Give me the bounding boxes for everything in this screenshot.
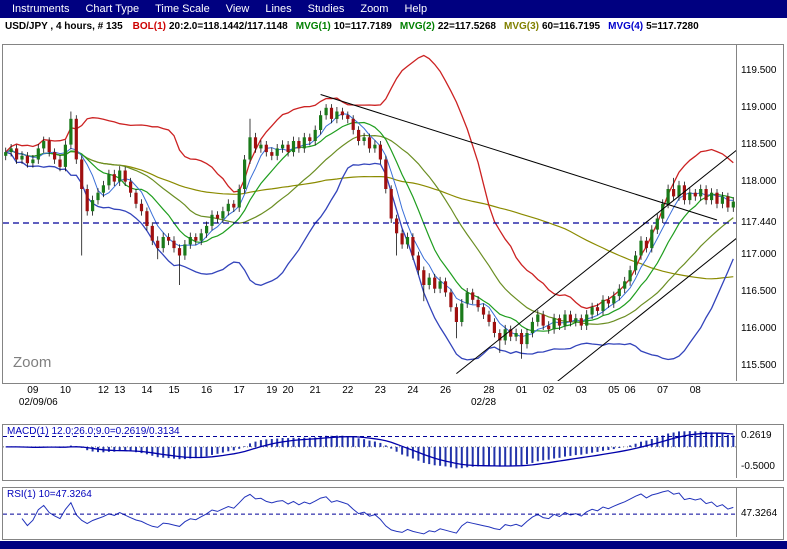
price-plot-area	[3, 45, 737, 381]
macd-y-axis: 0.2619 -0.5000	[737, 425, 783, 480]
bol-legend-label: BOL(1)	[132, 20, 166, 32]
price-y-axis-label: 115.500	[741, 360, 777, 372]
x-axis-day-label: 17	[233, 385, 245, 396]
price-y-axis-label: 117.000	[741, 249, 777, 261]
price-y-axis-label: 119.000	[741, 101, 777, 113]
x-axis-day-label: 08	[689, 385, 701, 396]
instrument-info: USD/JPY , 4 hours, # 135	[5, 20, 123, 32]
macd-y-axis-label: 0.2619	[741, 430, 772, 442]
price-y-axis-label: 118.000	[741, 175, 777, 187]
rsi-panel: 47.3264 RSI(1) 10=47.3264	[2, 487, 784, 540]
mvg2-legend-label: MVG(2)	[399, 20, 435, 32]
x-axis-day-label: 02	[543, 385, 555, 396]
price-candlestick-chart[interactable]	[3, 45, 736, 381]
x-axis-day-label: 01	[515, 385, 528, 396]
price-y-axis-label: 116.000	[741, 323, 777, 335]
menu-item-chart-type[interactable]: Chart Type	[85, 3, 140, 15]
mvg3-legend-value: 60=116.7195	[542, 20, 601, 32]
mvg1-legend-label: MVG(1)	[295, 20, 331, 32]
price-y-axis-label: 116.500	[741, 286, 777, 298]
rsi-y-axis-label: 47.3264	[741, 508, 778, 520]
menu-item-time-scale[interactable]: Time Scale	[155, 3, 210, 15]
x-axis-day-label: 14	[141, 385, 153, 396]
macd-panel: 0.2619 -0.5000 MACD(1) 12.0;26.0;9.0=0.26…	[2, 424, 784, 481]
menu-item-lines[interactable]: Lines	[265, 3, 292, 15]
chart-info-bar: USD/JPY , 4 hours, # 135 BOL(1) 20:2.0=1…	[0, 18, 787, 34]
x-axis-day-label: 15	[168, 385, 180, 396]
rsi-label: RSI(1) 10=47.3264	[7, 489, 92, 500]
rsi-chart[interactable]	[3, 488, 736, 537]
x-axis-date-label: 02/28	[471, 397, 497, 408]
rsi-plot-area	[3, 488, 737, 537]
mvg3-legend-label: MVG(3)	[504, 20, 539, 32]
x-axis-labels: 09 10 12 13 14 15 16 17 19 20 21 22 23 24 26 28 01 02 03 05…	[2, 385, 784, 397]
price-y-axis-label: 118.500	[741, 138, 777, 150]
zoom-watermark: Zoom	[13, 354, 52, 371]
x-axis-date-label: 02/09/06	[18, 397, 58, 408]
x-axis-day-label: 20	[282, 385, 294, 396]
x-axis-day-label: 06	[624, 385, 636, 396]
x-axis-day-label: 13	[114, 385, 126, 396]
price-y-axis-label: 117.440	[741, 216, 777, 228]
x-axis-day-label: 07	[657, 385, 669, 396]
menu-item-view[interactable]: View	[225, 3, 250, 15]
mvg4-legend-value: 5=117.7280	[646, 20, 699, 32]
menu-item-studies[interactable]: Studies	[307, 3, 345, 15]
x-axis-day-label: 12	[97, 385, 109, 396]
mvg2-legend-value: 22=117.5268	[437, 20, 496, 32]
macd-chart[interactable]	[3, 425, 736, 478]
x-axis-day-label: 09	[27, 385, 39, 396]
menu-item-zoom[interactable]: Zoom	[360, 3, 389, 15]
rsi-y-axis: 47.3264	[737, 488, 783, 539]
x-axis-day-label: 21	[309, 385, 321, 396]
price-chart-panel: 119.500 119.000 118.500 118.000 117.440 117.0…	[2, 44, 784, 384]
menu-item-help[interactable]: Help	[404, 3, 428, 15]
x-axis-day-label: 05	[608, 385, 620, 396]
x-axis-day-label: 10	[59, 385, 71, 396]
x-axis-day-label: 26	[439, 385, 452, 396]
price-y-axis: 119.500 119.000 118.500 118.000 117.440 117.0…	[737, 45, 783, 383]
menu-item-instruments[interactable]: Instruments	[12, 3, 70, 15]
macd-plot-area	[3, 425, 737, 478]
x-axis-day-label: 19	[266, 385, 278, 396]
macd-y-axis-label: -0.5000	[741, 460, 775, 472]
x-axis-day-label: 23	[374, 385, 386, 396]
mvg1-legend-value: 10=117.7189	[333, 20, 392, 32]
mvg4-legend-label: MVG(4)	[608, 20, 644, 32]
macd-label: MACD(1) 12.0;26.0;9.0=0.2619/0.3134	[7, 426, 180, 437]
x-axis-day-label: 16	[201, 385, 213, 396]
price-y-axis-label: 119.500	[741, 64, 777, 76]
x-axis-date-labels: 02/09/06 02/28	[2, 397, 784, 409]
bol-legend-value: 20:2.0=118.1442/117.1148	[169, 20, 288, 32]
menu-bar: Instruments Chart Type Time Scale View L…	[0, 0, 787, 18]
bottom-status-bar	[0, 541, 787, 549]
x-axis-day-label: 22	[342, 385, 354, 396]
x-axis-day-label: 28	[483, 385, 495, 396]
x-axis-day-label: 03	[575, 385, 587, 396]
x-axis-day-label: 24	[407, 385, 419, 396]
